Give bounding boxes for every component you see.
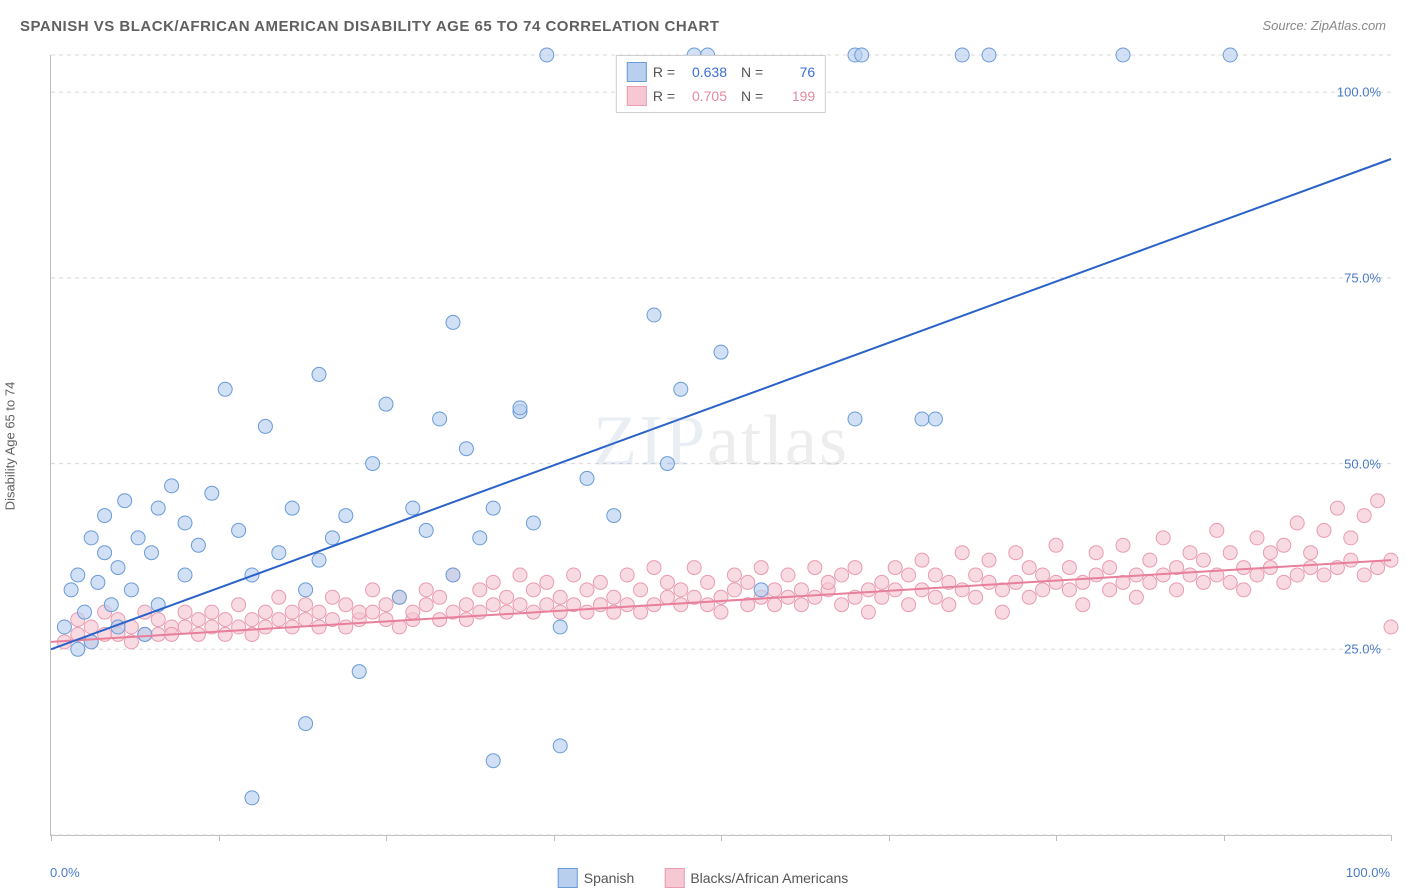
r-value-black: 0.705 xyxy=(681,88,727,104)
n-label: N = xyxy=(741,88,763,104)
legend-item-spanish: Spanish xyxy=(558,868,635,888)
r-label: R = xyxy=(653,64,675,80)
legend-label-spanish: Spanish xyxy=(584,870,635,886)
legend-row-spanish: R = 0.638 N = 76 xyxy=(627,60,815,84)
chart-title: SPANISH VS BLACK/AFRICAN AMERICAN DISABI… xyxy=(20,18,720,35)
series-legend: Spanish Blacks/African Americans xyxy=(558,868,849,888)
n-value-black: 199 xyxy=(769,88,815,104)
r-label: R = xyxy=(653,88,675,104)
y-axis-tick-label: 50.0% xyxy=(1344,456,1381,471)
x-axis-tick xyxy=(1224,835,1225,841)
y-axis-tick-label: 100.0% xyxy=(1337,85,1381,100)
source-attribution: Source: ZipAtlas.com xyxy=(1262,18,1386,33)
y-axis-tick-label: 25.0% xyxy=(1344,642,1381,657)
n-label: N = xyxy=(741,64,763,80)
y-axis-tick-label: 75.0% xyxy=(1344,270,1381,285)
x-axis-tick xyxy=(51,835,52,841)
legend-label-black: Blacks/African Americans xyxy=(690,870,848,886)
x-axis-tick xyxy=(554,835,555,841)
trend-lines-layer xyxy=(51,55,1391,835)
swatch-black xyxy=(664,868,684,888)
x-axis-tick xyxy=(219,835,220,841)
x-axis-label-max: 100.0% xyxy=(1346,865,1390,880)
swatch-black xyxy=(627,86,647,106)
legend-item-black: Blacks/African Americans xyxy=(664,868,848,888)
correlation-legend: R = 0.638 N = 76 R = 0.705 N = 199 xyxy=(616,55,826,113)
x-axis-tick xyxy=(1056,835,1057,841)
x-axis-tick xyxy=(721,835,722,841)
x-axis-tick xyxy=(386,835,387,841)
x-axis-tick xyxy=(1391,835,1392,841)
x-axis-label-min: 0.0% xyxy=(50,865,80,880)
y-axis-title: Disability Age 65 to 74 xyxy=(3,382,18,511)
legend-row-black: R = 0.705 N = 199 xyxy=(627,84,815,108)
plot-area: ZIPatlas R = 0.638 N = 76 R = 0.705 N = … xyxy=(50,55,1391,836)
n-value-spanish: 76 xyxy=(769,64,815,80)
swatch-spanish xyxy=(558,868,578,888)
swatch-spanish xyxy=(627,62,647,82)
r-value-spanish: 0.638 xyxy=(681,64,727,80)
x-axis-tick xyxy=(889,835,890,841)
